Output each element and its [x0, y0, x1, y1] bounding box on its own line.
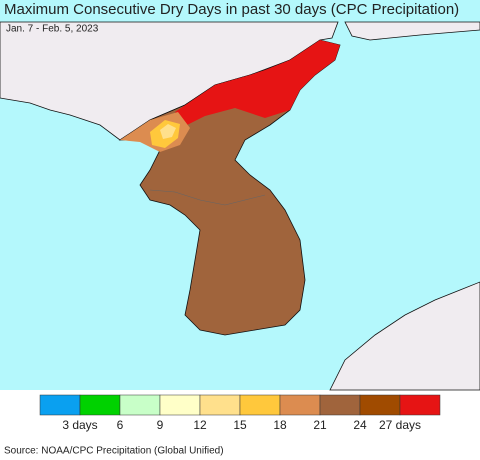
source: Source: NOAA/CPC Precipitation (Global U… [4, 446, 224, 457]
legend-label: 3 days [62, 418, 97, 432]
legend-label: 15 [233, 418, 247, 432]
dry-region-red [175, 40, 340, 126]
legend-swatch [359, 394, 401, 416]
legend-label: 21 [313, 418, 327, 432]
japan [329, 281, 480, 391]
legend-swatch [159, 394, 201, 416]
legend-label: 12 [193, 418, 207, 432]
legend: 3 days 6 9 12 15 18 21 24 27 days [39, 394, 441, 432]
legend-swatch [319, 394, 361, 416]
legend-label: 6 [117, 418, 124, 432]
border [149, 189, 266, 206]
subtitle: Jan. 7 - Feb. 5, 2023 [6, 24, 99, 35]
legend-swatch [79, 394, 121, 416]
title: Maximum Consecutive Dry Days in past 30 … [4, 1, 459, 18]
legend-swatch [199, 394, 241, 416]
legend-swatch [279, 394, 321, 416]
dry-region-pale [160, 124, 176, 139]
legend-label: 27 days [379, 418, 421, 432]
legend-swatch [399, 394, 441, 416]
legend-swatch [39, 394, 81, 416]
legend-swatch [239, 394, 281, 416]
legend-swatch [119, 394, 161, 416]
legend-label: 18 [273, 418, 287, 432]
legend-label: 9 [157, 418, 164, 432]
russia-coast [344, 21, 480, 41]
legend-label: 24 [353, 418, 367, 432]
